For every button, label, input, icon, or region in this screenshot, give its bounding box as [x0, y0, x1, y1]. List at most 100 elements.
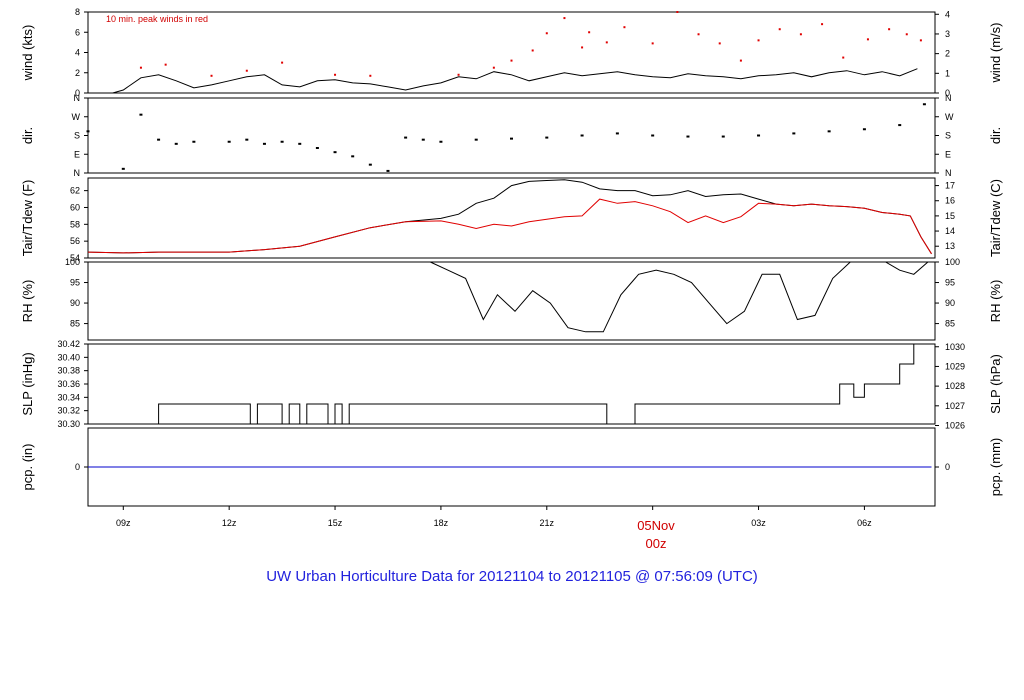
direction-point: [351, 155, 355, 158]
y-tick-label-left: 30.40: [57, 352, 80, 362]
peak-wind-point: [739, 59, 742, 62]
peak-wind-point: [334, 73, 337, 76]
peak-wind-point: [799, 33, 802, 36]
direction-point: [651, 134, 655, 137]
peak-wind-point: [245, 69, 248, 72]
direction-point: [333, 151, 337, 154]
y-tick-label-left: 2: [75, 68, 80, 78]
peak-wind-point: [821, 23, 824, 26]
x-tick-label: 06z: [857, 518, 872, 528]
peak-wind-point: [531, 49, 534, 52]
panel-relative_humidity: 85 90 95 100 85 90 95 100 RH (%) RH (%): [20, 257, 1003, 341]
y-tick-label-left: E: [74, 149, 80, 159]
y-tick-label-left: 95: [70, 278, 80, 288]
direction-point: [686, 135, 690, 138]
panels-group: 0 2 4 6 8 0 1 2 3 4 wind (kts) wind (m/s) 10 min. pe…: [20, 7, 1003, 507]
y-tick-label-right: E: [945, 149, 951, 159]
direction-point: [615, 132, 619, 135]
y-tick-label-right: 3: [945, 29, 950, 39]
y-tick-label-left: N: [74, 93, 81, 103]
direction-point: [421, 138, 425, 141]
peak-wind-point: [718, 42, 721, 45]
x-axis: 09z 12z 15z 18z 21z 03z 06z: [116, 506, 872, 528]
y-tick-label-left: 56: [70, 236, 80, 246]
peak-wind-point: [492, 66, 495, 69]
y-tick-label-left: 0: [75, 88, 80, 98]
peak-wind-point: [757, 39, 760, 42]
peak-wind-point: [866, 38, 869, 41]
peak-wind-point: [588, 31, 591, 34]
peak-wind-point: [905, 33, 908, 36]
y-tick-label-left: W: [72, 112, 81, 122]
peak-wind-point: [888, 28, 891, 31]
y-tick-label-left: 90: [70, 298, 80, 308]
peak-wind-point: [842, 56, 845, 59]
direction-point: [298, 142, 302, 145]
peak-wind-point: [210, 74, 213, 77]
peak-wind-point: [281, 61, 284, 64]
peak-wind-point: [369, 74, 372, 77]
peak-wind-point: [545, 32, 548, 35]
peak-wind-point: [623, 26, 626, 29]
y-tick-label-right: 1030: [945, 342, 965, 352]
y-axis-label-left: SLP (inHg): [20, 352, 35, 415]
direction-point: [827, 130, 831, 133]
y-tick-label-right: 1: [945, 68, 950, 78]
y-tick-label-left: 30.36: [57, 379, 80, 389]
y-axis-label-right: wind (m/s): [988, 23, 1003, 84]
y-axis-label-left: dir.: [20, 127, 35, 144]
direction-point: [721, 135, 725, 138]
panel-temperature: 54 56 58 60 62 13 14 15 16 17 Tair/Tdew (F) Tair/Td…: [20, 177, 1003, 263]
y-tick-label-right: W: [945, 112, 954, 122]
y-tick-label-right: 85: [945, 319, 955, 329]
x-tick-label: 18z: [434, 518, 449, 528]
direction-point: [262, 142, 266, 145]
y-tick-label-right: 100: [945, 257, 960, 267]
panel-frame: [87, 343, 936, 425]
tair-series: [87, 179, 932, 255]
x-tick-label: 09z: [116, 518, 131, 528]
peak-wind-point: [676, 11, 679, 13]
direction-point: [386, 169, 390, 172]
y-tick-label-right: 90: [945, 298, 955, 308]
direction-point: [922, 103, 926, 106]
y-tick-label-right: 2: [945, 49, 950, 59]
panel-precipitation: 0 0 pcp. (in) pcp. (mm): [20, 427, 1003, 507]
y-tick-label-left: 30.38: [57, 366, 80, 376]
panel-frame: [87, 177, 936, 259]
y-tick-label-left: 30.34: [57, 392, 80, 402]
direction-point: [439, 140, 443, 143]
x-tick-label: 21z: [540, 518, 555, 528]
y-tick-label-right: 0: [945, 462, 950, 472]
direction-point: [174, 142, 178, 145]
y-axis-label-left: wind (kts): [20, 25, 35, 82]
direction-point: [192, 140, 196, 143]
y-axis-label-right: SLP (hPa): [988, 354, 1003, 414]
y-tick-label-left: 0: [75, 462, 80, 472]
y-axis-label-left: RH (%): [20, 280, 35, 323]
peak-wind-point: [919, 39, 922, 42]
y-tick-label-right: 17: [945, 181, 955, 191]
panel-wind: 0 2 4 6 8 0 1 2 3 4 wind (kts) wind (m/s) 10 min. pe…: [20, 7, 1003, 98]
y-tick-label-left: 30.30: [57, 419, 80, 429]
direction-point: [157, 138, 161, 141]
date-marker-time: 00z: [646, 536, 667, 551]
direction-point: [245, 138, 249, 141]
panel-frame: [87, 261, 936, 341]
direction-point: [139, 113, 143, 116]
direction-point: [545, 136, 549, 139]
x-tick-label: 12z: [222, 518, 237, 528]
y-tick-label-left: 54: [70, 253, 80, 263]
direction-point: [315, 147, 319, 149]
y-tick-label-left: 30.32: [57, 406, 80, 416]
y-tick-label-left: N: [74, 168, 81, 178]
panel-frame: [87, 11, 936, 94]
y-axis-label-right: RH (%): [988, 280, 1003, 323]
y-tick-label-right: N: [945, 93, 952, 103]
y-tick-label-right: S: [945, 131, 951, 141]
footer-title: UW Urban Horticulture Data for 20121104 …: [266, 568, 758, 585]
y-tick-label-right: 15: [945, 211, 955, 221]
peak-wind-point: [651, 42, 654, 45]
